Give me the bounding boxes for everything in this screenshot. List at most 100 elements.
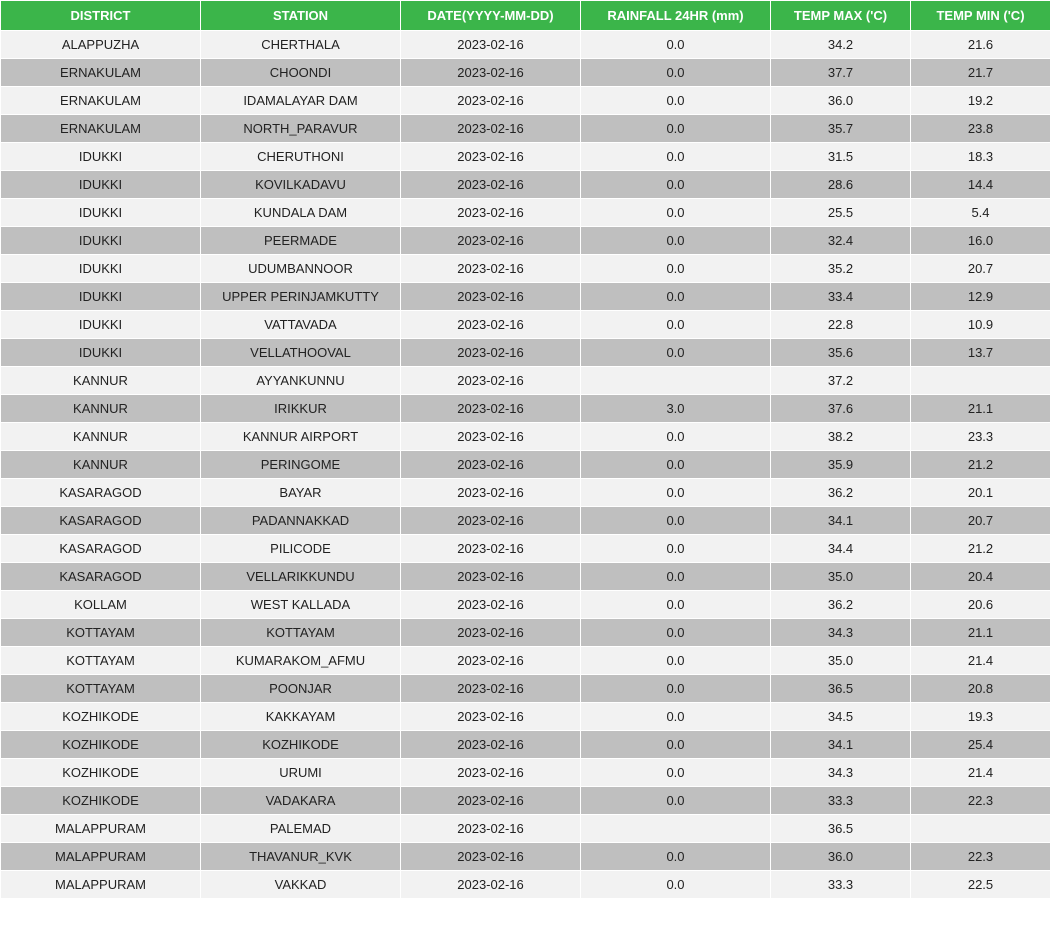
column-header: TEMP MIN ('C) (911, 1, 1050, 31)
table-cell: AYYANKUNNU (201, 367, 401, 395)
table-row: IDUKKIPEERMADE2023-02-160.032.416.0 (1, 227, 1050, 255)
table-cell: 2023-02-16 (401, 563, 581, 591)
table-row: IDUKKIKOVILKADAVU2023-02-160.028.614.4 (1, 171, 1050, 199)
table-cell: 21.1 (911, 395, 1050, 423)
table-row: IDUKKIVATTAVADA2023-02-160.022.810.9 (1, 311, 1050, 339)
table-row: KANNURKANNUR AIRPORT2023-02-160.038.223.… (1, 423, 1050, 451)
table-cell: 20.8 (911, 675, 1050, 703)
table-cell: 2023-02-16 (401, 423, 581, 451)
table-row: KOZHIKODEURUMI2023-02-160.034.321.4 (1, 759, 1050, 787)
table-cell: 2023-02-16 (401, 787, 581, 815)
table-row: MALAPPURAMPALEMAD2023-02-1636.5 (1, 815, 1050, 843)
table-body: ALAPPUZHACHERTHALA2023-02-160.034.221.6E… (1, 31, 1050, 899)
table-cell: KOZHIKODE (1, 759, 201, 787)
table-cell: 0.0 (581, 591, 771, 619)
table-cell: 13.7 (911, 339, 1050, 367)
table-row: KOLLAMWEST KALLADA2023-02-160.036.220.6 (1, 591, 1050, 619)
table-cell: 0.0 (581, 451, 771, 479)
table-cell: CHERTHALA (201, 31, 401, 59)
table-cell: 35.7 (771, 115, 911, 143)
table-row: KOZHIKODEVADAKARA2023-02-160.033.322.3 (1, 787, 1050, 815)
table-cell: IDUKKI (1, 283, 201, 311)
table-cell: 28.6 (771, 171, 911, 199)
table-cell: 2023-02-16 (401, 143, 581, 171)
table-cell: 36.2 (771, 591, 911, 619)
table-cell: KOLLAM (1, 591, 201, 619)
table-cell (581, 815, 771, 843)
table-cell: KANNUR (1, 395, 201, 423)
table-cell: 2023-02-16 (401, 451, 581, 479)
table-cell: 0.0 (581, 59, 771, 87)
table-row: KOTTAYAMKUMARAKOM_AFMU2023-02-160.035.02… (1, 647, 1050, 675)
table-cell: 20.7 (911, 255, 1050, 283)
table-cell: 37.7 (771, 59, 911, 87)
table-row: IDUKKICHERUTHONI2023-02-160.031.518.3 (1, 143, 1050, 171)
table-cell: NORTH_PARAVUR (201, 115, 401, 143)
table-row: KASARAGODPILICODE2023-02-160.034.421.2 (1, 535, 1050, 563)
table-cell: 0.0 (581, 171, 771, 199)
table-cell: 2023-02-16 (401, 731, 581, 759)
table-cell: IDUKKI (1, 255, 201, 283)
table-cell: 0.0 (581, 675, 771, 703)
table-row: IDUKKIUPPER PERINJAMKUTTY2023-02-160.033… (1, 283, 1050, 311)
table-row: ALAPPUZHACHERTHALA2023-02-160.034.221.6 (1, 31, 1050, 59)
table-cell: 34.5 (771, 703, 911, 731)
table-cell: 19.2 (911, 87, 1050, 115)
table-cell: ERNAKULAM (1, 87, 201, 115)
table-cell: 35.9 (771, 451, 911, 479)
table-cell: 21.2 (911, 451, 1050, 479)
table-cell: 21.1 (911, 619, 1050, 647)
table-row: KOTTAYAMPOONJAR2023-02-160.036.520.8 (1, 675, 1050, 703)
table-row: IDUKKIVELLATHOOVAL2023-02-160.035.613.7 (1, 339, 1050, 367)
table-cell: 0.0 (581, 507, 771, 535)
table-cell: 0.0 (581, 871, 771, 899)
table-cell: 32.4 (771, 227, 911, 255)
table-cell: 20.4 (911, 563, 1050, 591)
table-cell: 21.4 (911, 759, 1050, 787)
table-row: KOZHIKODEKAKKAYAM2023-02-160.034.519.3 (1, 703, 1050, 731)
table-cell: 18.3 (911, 143, 1050, 171)
table-cell: 0.0 (581, 283, 771, 311)
table-cell: 2023-02-16 (401, 759, 581, 787)
table-cell: KANNUR (1, 423, 201, 451)
table-cell: 2023-02-16 (401, 535, 581, 563)
table-cell: IDUKKI (1, 143, 201, 171)
table-cell: 22.3 (911, 787, 1050, 815)
table-cell: 36.5 (771, 815, 911, 843)
table-cell: 16.0 (911, 227, 1050, 255)
table-cell: POONJAR (201, 675, 401, 703)
table-cell: 0.0 (581, 143, 771, 171)
table-row: ERNAKULAMCHOONDI2023-02-160.037.721.7 (1, 59, 1050, 87)
table-cell: 0.0 (581, 759, 771, 787)
table-cell: KASARAGOD (1, 507, 201, 535)
table-cell: ERNAKULAM (1, 115, 201, 143)
table-row: KANNURAYYANKUNNU2023-02-1637.2 (1, 367, 1050, 395)
table-row: KASARAGODVELLARIKKUNDU2023-02-160.035.02… (1, 563, 1050, 591)
table-cell: 38.2 (771, 423, 911, 451)
table-row: ERNAKULAMIDAMALAYAR DAM2023-02-160.036.0… (1, 87, 1050, 115)
table-cell: 21.6 (911, 31, 1050, 59)
table-cell: KOZHIKODE (201, 731, 401, 759)
table-row: KANNURPERINGOME2023-02-160.035.921.2 (1, 451, 1050, 479)
table-row: MALAPPURAMTHAVANUR_KVK2023-02-160.036.02… (1, 843, 1050, 871)
table-cell: VELLATHOOVAL (201, 339, 401, 367)
table-cell: 2023-02-16 (401, 31, 581, 59)
table-cell: 34.2 (771, 31, 911, 59)
table-cell: THAVANUR_KVK (201, 843, 401, 871)
table-cell: 0.0 (581, 843, 771, 871)
table-cell: 21.4 (911, 647, 1050, 675)
table-cell: 33.3 (771, 871, 911, 899)
table-cell: 0.0 (581, 703, 771, 731)
table-cell: 0.0 (581, 787, 771, 815)
table-row: IDUKKIUDUMBANNOOR2023-02-160.035.220.7 (1, 255, 1050, 283)
table-cell: 25.4 (911, 731, 1050, 759)
table-cell: KUNDALA DAM (201, 199, 401, 227)
table-cell: 2023-02-16 (401, 255, 581, 283)
table-cell: 31.5 (771, 143, 911, 171)
table-row: MALAPPURAMVAKKAD2023-02-160.033.322.5 (1, 871, 1050, 899)
column-header: DISTRICT (1, 1, 201, 31)
table-cell: 14.4 (911, 171, 1050, 199)
table-cell: 37.2 (771, 367, 911, 395)
table-cell: 0.0 (581, 647, 771, 675)
table-cell: ERNAKULAM (1, 59, 201, 87)
